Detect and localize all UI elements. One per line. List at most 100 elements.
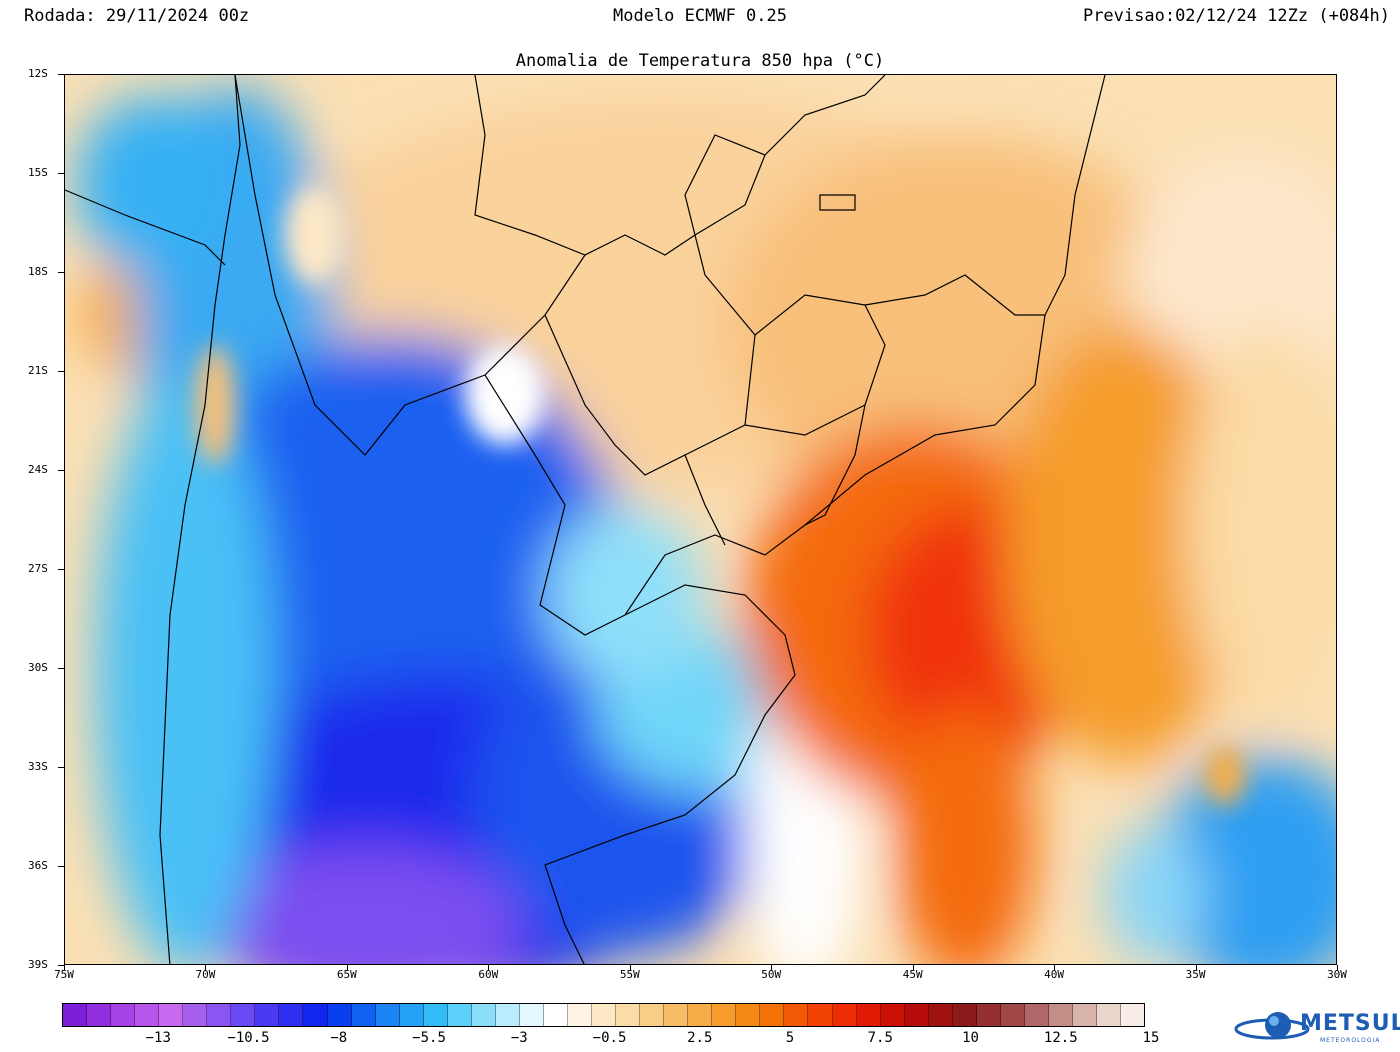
colorbar-segment — [784, 1004, 809, 1026]
latitude-tick — [58, 965, 64, 966]
colorbar-segment — [1048, 1004, 1073, 1026]
colorbar-segment — [519, 1004, 544, 1026]
colorbar-segment — [928, 1004, 953, 1026]
latitude-tick — [58, 272, 64, 273]
colorbar — [62, 1003, 1145, 1027]
colorbar-label: −8 — [330, 1030, 348, 1046]
latitude-label: 27S — [28, 562, 48, 575]
longitude-tick — [488, 965, 490, 970]
latitude-tick — [58, 866, 64, 867]
colorbar-segment — [616, 1004, 641, 1026]
latitude-label: 30S — [28, 661, 48, 674]
colorbar-label: −10.5 — [227, 1030, 270, 1046]
longitude-tick — [1054, 965, 1056, 970]
latitude-tick — [58, 470, 64, 471]
longitude-label: 30W — [1327, 968, 1347, 981]
longitude-label: 45W — [902, 968, 923, 981]
colorbar-segment — [375, 1004, 400, 1026]
longitude-label: 65W — [336, 968, 357, 981]
longitude-tick — [629, 965, 631, 970]
temperature-anomaly-map — [64, 74, 1337, 965]
colorbar-segment — [1121, 1004, 1145, 1026]
colorbar-label: −0.5 — [592, 1030, 627, 1046]
colorbar-segment — [87, 1004, 112, 1026]
colorbar-segment — [447, 1004, 472, 1026]
latitude-label: 15S — [28, 166, 48, 179]
latitude-tick — [58, 74, 64, 75]
colorbar-segment — [495, 1004, 520, 1026]
colorbar-segment — [567, 1004, 593, 1026]
metsul-logo: METSUL — [1300, 1011, 1400, 1036]
longitude-label: 70W — [195, 968, 216, 981]
longitude-tick — [346, 965, 348, 970]
colorbar-label: 5 — [785, 1030, 795, 1046]
colorbar-label: 7.5 — [867, 1030, 893, 1046]
map-title: Anomalia de Temperatura 850 hpa (°C) — [515, 51, 885, 71]
longitude-tick — [771, 965, 773, 970]
colorbar-segment — [1097, 1004, 1122, 1026]
longitude-label: 60W — [478, 968, 499, 981]
colorbar-segment — [976, 1004, 1001, 1026]
latitude-tick — [58, 668, 64, 669]
colorbar-segment — [664, 1004, 689, 1026]
colorbar-segment — [399, 1004, 424, 1026]
anomaly-field — [65, 75, 1336, 964]
colorbar-segment — [543, 1004, 568, 1026]
longitude-tick — [1195, 965, 1197, 970]
colorbar-segment — [111, 1004, 136, 1026]
longitude-label: 75W — [54, 968, 74, 981]
colorbar-segment — [880, 1004, 905, 1026]
colorbar-segment — [159, 1004, 184, 1026]
latitude-tick — [58, 569, 64, 570]
colorbar-segment — [760, 1004, 785, 1026]
colorbar-label: 12.5 — [1043, 1030, 1078, 1046]
longitude-label: 50W — [761, 968, 782, 981]
latitude-label: 24S — [28, 463, 48, 476]
colorbar-label: −3 — [510, 1030, 528, 1046]
colorbar-segment — [688, 1004, 713, 1026]
longitude-tick — [64, 965, 65, 970]
colorbar-segment — [255, 1004, 280, 1026]
metsul-globe-icon — [1234, 1012, 1310, 1040]
colorbar-label: −13 — [145, 1030, 171, 1046]
colorbar-segment — [183, 1004, 208, 1026]
longitude-tick — [912, 965, 914, 970]
anomaly-blobs — [75, 85, 1336, 964]
colorbar-label: 15 — [1142, 1030, 1160, 1046]
colorbar-segment — [327, 1004, 352, 1026]
colorbar-segment — [856, 1004, 881, 1026]
latitude-tick — [58, 173, 64, 174]
latitude-tick — [58, 767, 64, 768]
colorbar-segment — [832, 1004, 857, 1026]
latitude-label: 12S — [28, 67, 48, 80]
colorbar-label: 10 — [962, 1030, 979, 1046]
latitude-label: 18S — [28, 265, 48, 278]
colorbar-segment — [808, 1004, 833, 1026]
run-time-label: Rodada: 29/11/2024 00z — [24, 6, 250, 26]
colorbar-labels: −13 −10.5 −8 −5.5 −3 −0.5 2.5 5 7.5 10 12.5 15 — [62, 1030, 1160, 1048]
colorbar-segment — [423, 1004, 448, 1026]
latitude-label: 33S — [28, 760, 48, 773]
latitude-label: 21S — [28, 364, 48, 377]
longitude-tick — [1337, 965, 1338, 970]
longitude-tick — [205, 965, 207, 970]
colorbar-segment — [904, 1004, 929, 1026]
colorbar-label: 2.5 — [687, 1030, 713, 1046]
colorbar-segment — [640, 1004, 665, 1026]
colorbar-segment — [279, 1004, 304, 1026]
longitude-label: 35W — [1185, 968, 1206, 981]
colorbar-label: −5.5 — [412, 1030, 446, 1046]
colorbar-segment — [592, 1004, 617, 1026]
colorbar-segment — [231, 1004, 256, 1026]
latitude-label: 36S — [28, 859, 48, 872]
colorbar-segment — [1024, 1004, 1049, 1026]
colorbar-segment — [736, 1004, 761, 1026]
colorbar-segment — [207, 1004, 232, 1026]
longitude-label: 55W — [619, 968, 640, 981]
colorbar-segment — [1000, 1004, 1025, 1026]
colorbar-segment — [952, 1004, 977, 1026]
forecast-time-label: Previsao:02/12/24 12Zz (+084h) — [1082, 6, 1390, 26]
colorbar-segment — [471, 1004, 496, 1026]
latitude-label: 39S — [28, 958, 48, 971]
coastlines-borders — [65, 75, 1106, 964]
